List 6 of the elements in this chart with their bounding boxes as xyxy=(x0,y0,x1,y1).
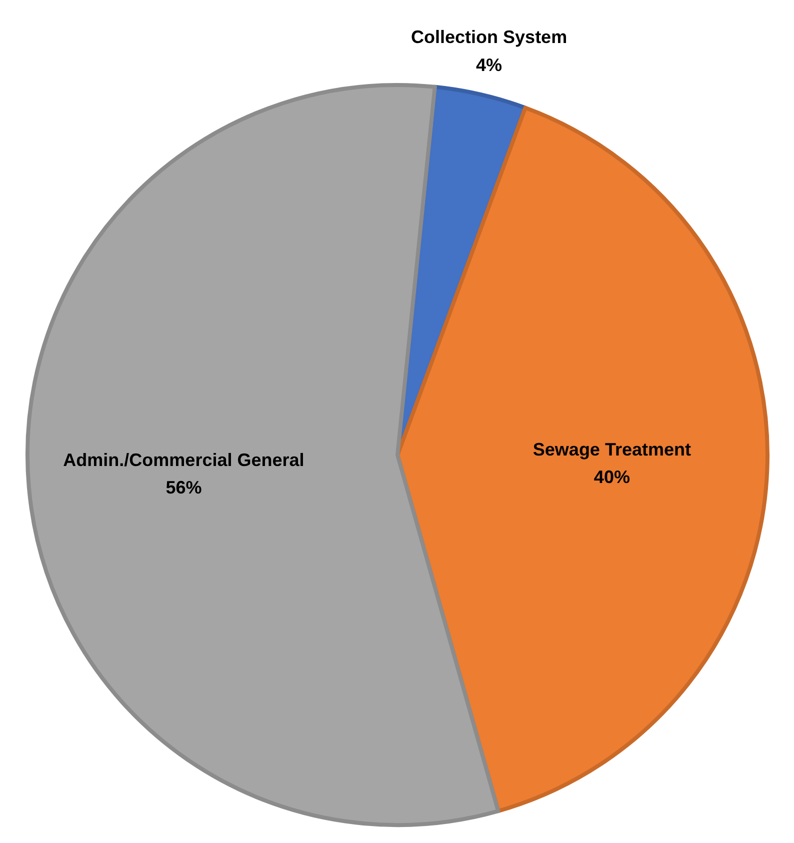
slice-label: Collection System xyxy=(411,27,568,48)
slice-label: Sewage Treatment xyxy=(532,439,691,460)
slice-label: Admin./Commercial General xyxy=(63,450,304,470)
data-label: 56% xyxy=(166,478,202,498)
data-label: 4% xyxy=(476,54,502,75)
data-label: 40% xyxy=(594,467,630,488)
